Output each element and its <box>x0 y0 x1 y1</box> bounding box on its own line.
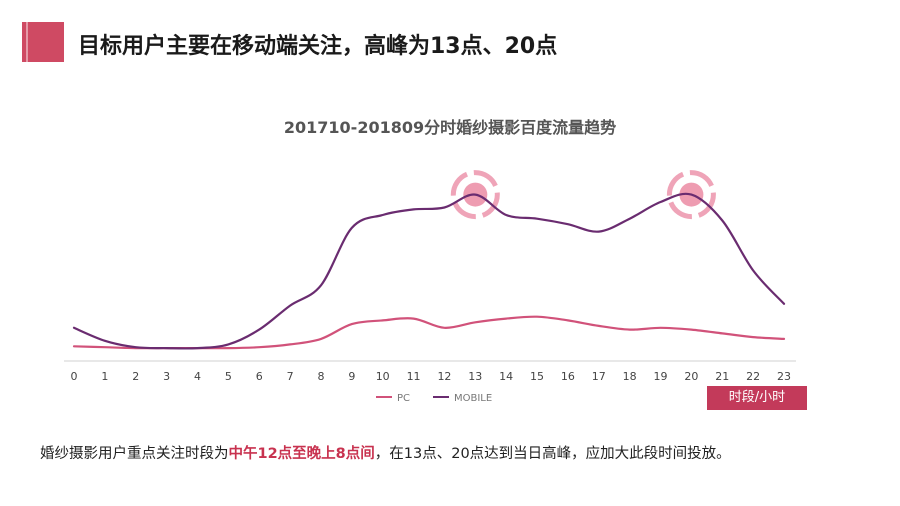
x-tick-label: 19 <box>654 370 668 383</box>
x-tick-label: 14 <box>499 370 513 383</box>
peak-marker-ring <box>666 170 716 220</box>
x-tick-label: 17 <box>592 370 606 383</box>
x-tick-label: 16 <box>561 370 575 383</box>
x-tick-label: 10 <box>376 370 390 383</box>
x-tick-label: 8 <box>317 370 324 383</box>
x-tick-label: 23 <box>777 370 791 383</box>
page-title: 目标用户主要在移动端关注，高峰为13点、20点 <box>78 34 558 59</box>
peak-marker-ring <box>450 170 500 220</box>
footnote-suffix: ，在13点、20点达到当日高峰，应加大此段时间投放。 <box>374 446 731 462</box>
x-tick-label: 12 <box>437 370 451 383</box>
x-tick-label: 6 <box>256 370 263 383</box>
footnote: 婚纱摄影用户重点关注时段为中午12点至晚上8点间，在13点、20点达到当日高峰，… <box>40 442 731 463</box>
x-tick-label: 22 <box>746 370 760 383</box>
x-tick-label: 9 <box>348 370 355 383</box>
x-axis-unit-badge: 时段/小时 <box>707 386 807 410</box>
x-tick-label: 20 <box>684 370 698 383</box>
x-tick-label: 0 <box>71 370 78 383</box>
legend-item-mobile: MOBILE <box>433 393 492 404</box>
x-tick-label: 2 <box>132 370 139 383</box>
series-line-mobile <box>72 192 786 350</box>
x-tick-label: 18 <box>623 370 637 383</box>
x-tick-label: 1 <box>101 370 108 383</box>
legend-item-pc: PC <box>376 393 410 404</box>
x-tick-label: 7 <box>287 370 294 383</box>
x-tick-label: 21 <box>715 370 729 383</box>
x-tick-label: 11 <box>407 370 421 383</box>
series-line-pc <box>72 315 786 350</box>
x-tick-label: 3 <box>163 370 170 383</box>
legend-label-pc: PC <box>397 393 410 404</box>
legend-label-mobile: MOBILE <box>454 393 492 404</box>
x-tick-label: 4 <box>194 370 201 383</box>
x-tick-label: 13 <box>468 370 482 383</box>
x-tick-label: 15 <box>530 370 544 383</box>
title-accent-bar <box>22 22 64 62</box>
footnote-prefix: 婚纱摄影用户重点关注时段为 <box>40 446 229 462</box>
footnote-highlight: 中午12点至晚上8点间 <box>228 446 375 462</box>
chart-title: 201710-201809分时婚纱摄影百度流量趋势 <box>283 118 617 137</box>
x-tick-label: 5 <box>225 370 232 383</box>
